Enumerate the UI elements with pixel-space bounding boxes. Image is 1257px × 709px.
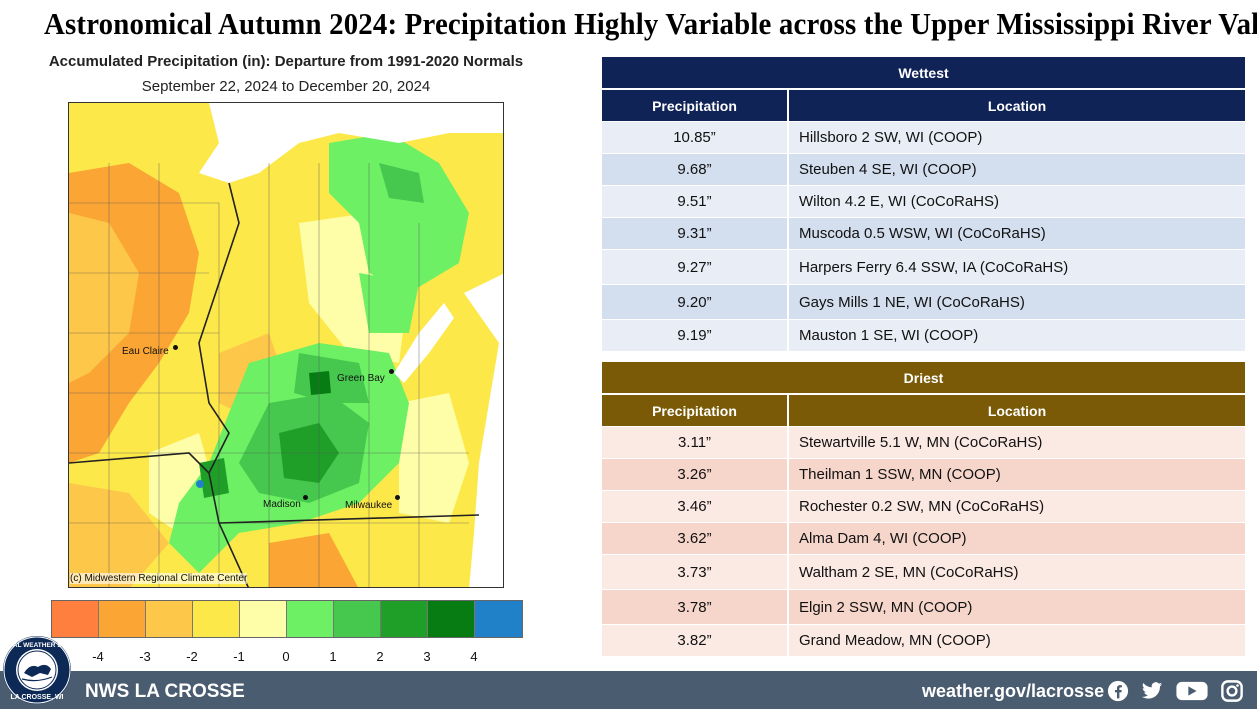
driest-header-row: Precipitation Location — [602, 395, 1245, 426]
precipitation-value: 3.26” — [602, 459, 789, 490]
legend-swatch — [146, 601, 193, 637]
location-name: Waltham 2 SE, MN (CoCoRaHS) — [799, 563, 1019, 581]
driest-title: Driest — [602, 362, 1245, 393]
map-title: Accumulated Precipitation (in): Departur… — [48, 53, 524, 70]
location-name: Elgin 2 SSW, MN (COOP) — [799, 598, 973, 616]
city-dot-madison — [303, 495, 308, 500]
svg-text:LA CROSSE, WI: LA CROSSE, WI — [10, 694, 63, 701]
table-row: 9.19” Mauston 1 SE, WI (COOP) — [602, 319, 1245, 351]
location-name: Steuben 4 SE, WI (COOP) — [799, 161, 977, 178]
table-row: 3.78” Elgin 2 SSW, MN (COOP) — [602, 589, 1245, 624]
table-row: 3.11” Stewartville 5.1 W, MN (CoCoRaHS) — [602, 426, 1245, 458]
location-name: Alma Dam 4, WI (COOP) — [799, 530, 967, 547]
precipitation-value: 9.27” — [602, 250, 789, 284]
location-name: Muscoda 0.5 WSW, WI (CoCoRaHS) — [799, 225, 1046, 242]
location-name: Theilman 1 SSW, MN (COOP) — [799, 466, 1001, 483]
city-dot-eau-claire — [173, 345, 178, 350]
website-link[interactable]: weather.gov/lacrosse — [922, 681, 1105, 701]
legend-swatch — [240, 601, 287, 637]
legend-tick-label: 0 — [282, 649, 290, 664]
page-title: Astronomical Autumn 2024: Precipitation … — [43, 6, 1257, 41]
location-name: Harpers Ferry 6.4 SSW, IA (CoCoRaHS) — [799, 258, 1069, 276]
table-row: 3.73” Waltham 2 SE, MN (CoCoRaHS) — [602, 554, 1245, 589]
wettest-table: Wettest Precipitation Location 10.85” Hil… — [602, 57, 1245, 351]
legend-tick-label: -1 — [233, 649, 245, 664]
office-name: NWS LA CROSSE — [85, 681, 245, 702]
nws-logo: NATIONAL WEATHER SERVICE LA CROSSE, WI — [2, 636, 72, 704]
col-header-location: Location — [789, 90, 1245, 121]
footer-bar: NWS LA CROSSE weather.gov/lacrosse — [0, 671, 1257, 709]
driest-rows: 3.11” Stewartville 5.1 W, MN (CoCoRaHS) 3.… — [602, 426, 1245, 656]
table-row: 3.62” Alma Dam 4, WI (COOP) — [602, 522, 1245, 554]
precipitation-value: 3.82” — [602, 625, 789, 656]
precipitation-value: 9.31” — [602, 218, 789, 249]
location-name: Mauston 1 SE, WI (COOP) — [799, 327, 979, 344]
table-row: 3.46” Rochester 0.2 SW, MN (CoCoRaHS) — [602, 490, 1245, 522]
legend-swatch — [334, 601, 381, 637]
precipitation-value: 9.51” — [602, 186, 789, 217]
legend-ticks: -4 -3 -2 -1 0 1 2 3 4 — [51, 649, 521, 667]
wettest-rows: 10.85” Hillsboro 2 SW, WI (COOP) 9.68” Steu… — [602, 121, 1245, 351]
city-dot-green-bay — [389, 369, 394, 374]
legend-tick-label: 1 — [329, 649, 337, 664]
precipitation-value: 3.46” — [602, 491, 789, 522]
legend-swatch — [287, 601, 334, 637]
table-row: 9.51” Wilton 4.2 E, WI (CoCoRaHS) — [602, 185, 1245, 217]
location-name: Wilton 4.2 E, WI (CoCoRaHS) — [799, 193, 1000, 210]
precipitation-value: 9.19” — [602, 320, 789, 351]
precipitation-value: 3.78” — [602, 590, 789, 624]
table-row: 9.20” Gays Mills 1 NE, WI (CoCoRaHS) — [602, 284, 1245, 319]
legend-swatch — [475, 601, 522, 637]
location-name: Stewartville 5.1 W, MN (CoCoRaHS) — [799, 434, 1043, 451]
table-row: 9.68” Steuben 4 SE, WI (COOP) — [602, 153, 1245, 185]
city-label-madison: Madison — [263, 499, 301, 510]
svg-text:NATIONAL WEATHER SERVICE: NATIONAL WEATHER SERVICE — [2, 642, 72, 649]
legend-tick-label: -2 — [186, 649, 198, 664]
table-row: 3.82” Grand Meadow, MN (COOP) — [602, 624, 1245, 656]
precipitation-value: 3.62” — [602, 523, 789, 554]
color-legend — [51, 600, 523, 638]
twitter-icon[interactable] — [1138, 680, 1166, 702]
wettest-header-row: Precipitation Location — [602, 90, 1245, 121]
map-date-range: September 22, 2024 to December 20, 2024 — [141, 78, 431, 95]
legend-swatch — [381, 601, 428, 637]
location-name: Rochester 0.2 SW, MN (CoCoRaHS) — [799, 498, 1045, 515]
precipitation-departure-map: Eau Claire Green Bay Madison Milwaukee — [68, 102, 504, 588]
table-row: 9.27” Harpers Ferry 6.4 SSW, IA (CoCoRaHS… — [602, 249, 1245, 284]
legend-tick-label: -3 — [139, 649, 151, 664]
map-graphic — [69, 103, 503, 587]
legend-tick-label: 2 — [376, 649, 384, 664]
legend-tick-label: -4 — [92, 649, 104, 664]
location-name: Hillsboro 2 SW, WI (COOP) — [799, 129, 983, 146]
location-name: Gays Mills 1 NE, WI (CoCoRaHS) — [799, 293, 1025, 311]
city-label-milwaukee: Milwaukee — [345, 500, 393, 511]
precipitation-value: 9.68” — [602, 154, 789, 185]
legend-tick-label: 3 — [423, 649, 431, 664]
col-header-precipitation: Precipitation — [602, 395, 789, 426]
precipitation-value: 3.11” — [602, 427, 789, 458]
instagram-icon[interactable] — [1220, 680, 1244, 702]
city-dot-milwaukee — [395, 495, 400, 500]
precipitation-value: 10.85” — [602, 122, 789, 153]
map-credit: (c) Midwestern Regional Climate Center — [70, 573, 248, 584]
city-label-green-bay: Green Bay — [337, 373, 385, 384]
table-row: 9.31” Muscoda 0.5 WSW, WI (CoCoRaHS) — [602, 217, 1245, 249]
city-label-eau-claire: Eau Claire — [122, 346, 169, 357]
facebook-icon[interactable] — [1106, 680, 1130, 702]
table-row: 10.85” Hillsboro 2 SW, WI (COOP) — [602, 121, 1245, 153]
legend-swatch — [428, 601, 475, 637]
table-row: 3.26” Theilman 1 SSW, MN (COOP) — [602, 458, 1245, 490]
driest-table: Driest Precipitation Location 3.11” Stewa… — [602, 362, 1245, 656]
location-name: Grand Meadow, MN (COOP) — [799, 632, 991, 649]
col-header-precipitation: Precipitation — [602, 90, 789, 121]
legend-tick-label: 4 — [470, 649, 478, 664]
col-header-location: Location — [789, 395, 1245, 426]
legend-swatch — [193, 601, 240, 637]
legend-swatch — [52, 601, 99, 637]
youtube-icon[interactable] — [1175, 680, 1209, 702]
legend-swatch — [99, 601, 146, 637]
precipitation-value: 3.73” — [602, 555, 789, 589]
wettest-title: Wettest — [602, 57, 1245, 88]
precipitation-value: 9.20” — [602, 285, 789, 319]
